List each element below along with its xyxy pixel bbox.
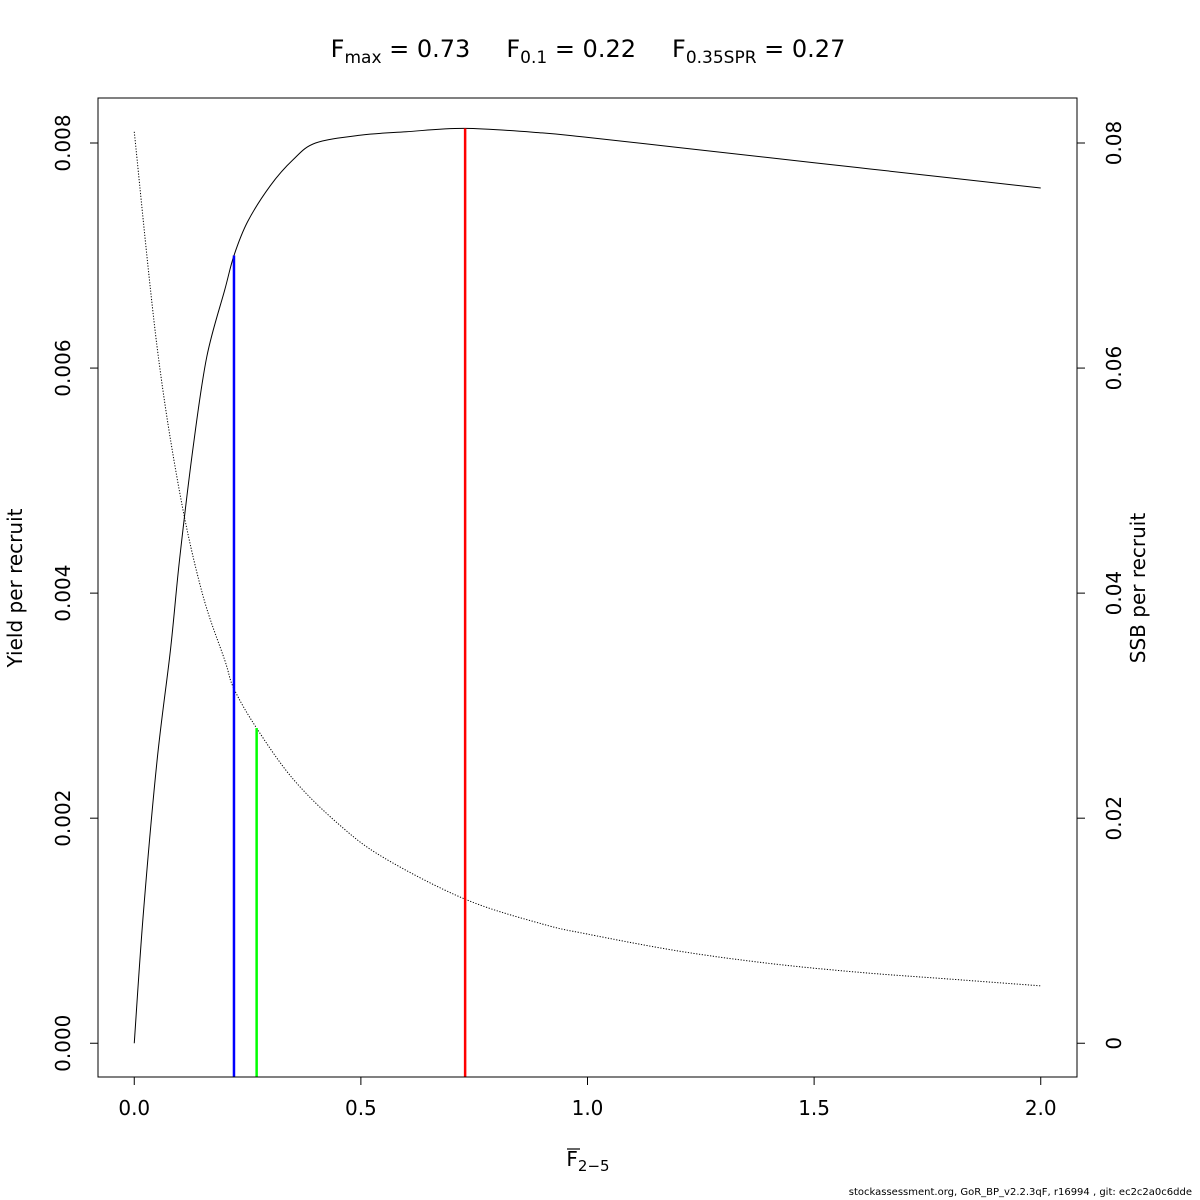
y-left-tick-label: 0.004 — [51, 564, 75, 621]
series-layer — [133, 127, 1041, 1044]
x-tick-label: 1.0 — [572, 1096, 604, 1120]
title-symbol: F — [636, 35, 686, 63]
y-right-tick-label: 0 — [1102, 1037, 1126, 1050]
x-tick-label: 1.5 — [798, 1096, 830, 1120]
title-symbol: F — [470, 35, 520, 63]
footer-credit: stockassessment.org, GoR_BP_v2.2.3qF, r1… — [848, 1187, 1192, 1198]
x-axis: 0.0 0.5 1.0 1.5 2.0 — [118, 1076, 1057, 1120]
y-right-tick-label: 0.02 — [1102, 796, 1126, 841]
title-value: = 0.22 — [547, 35, 636, 63]
y-left-tick-label: 0.002 — [51, 790, 75, 847]
y-left-tick-label: 0.000 — [51, 1015, 75, 1072]
y-left-tick-label: 0.006 — [51, 339, 75, 396]
x-tick-label: 2.0 — [1025, 1096, 1057, 1120]
chart-title-text: Fmax = 0.73 F0.1 = 0.22 F0.35SPR = 0.27 — [331, 35, 846, 68]
title-value: = 0.73 — [382, 35, 471, 63]
y-right-tick-label: 0.04 — [1102, 571, 1126, 616]
title-subscript: 0.35SPR — [686, 48, 757, 68]
title-value: = 0.27 — [757, 35, 846, 63]
y-left-tick-label: 0.008 — [51, 114, 75, 171]
x-tick-label: 0.5 — [345, 1096, 377, 1120]
title-subscript: max — [344, 48, 381, 68]
x-axis-label: F2−5 — [566, 1147, 609, 1175]
plot-frame — [97, 97, 1078, 1078]
x-tick-label: 0.0 — [118, 1096, 150, 1120]
chart-title: Fmax = 0.73 F0.1 = 0.22 F0.35SPR = 0.27 — [331, 35, 846, 68]
reference-lines — [232, 128, 467, 1077]
y-axis-left-label: Yield per recruit — [3, 508, 27, 668]
y-axis-right-label: SSB per recruit — [1126, 513, 1150, 664]
x-label-symbol: F — [566, 1147, 578, 1171]
yield-per-recruit-line — [133, 127, 1041, 1044]
x-label-subscript: 2−5 — [578, 1157, 610, 1175]
title-symbol: F — [331, 35, 345, 63]
title-subscript: 0.1 — [520, 48, 547, 68]
y-right-tick-label: 0.08 — [1102, 121, 1126, 166]
y-right-tick-label: 0.06 — [1102, 346, 1126, 391]
x-axis-label-text: F2−5 — [566, 1147, 609, 1175]
ssb-per-recruit-line — [133, 131, 1041, 987]
y-axis-left: 0.000 0.002 0.004 0.006 0.008 — [51, 114, 99, 1072]
y-axis-right: 0 0.02 0.04 0.06 0.08 — [1076, 121, 1126, 1050]
